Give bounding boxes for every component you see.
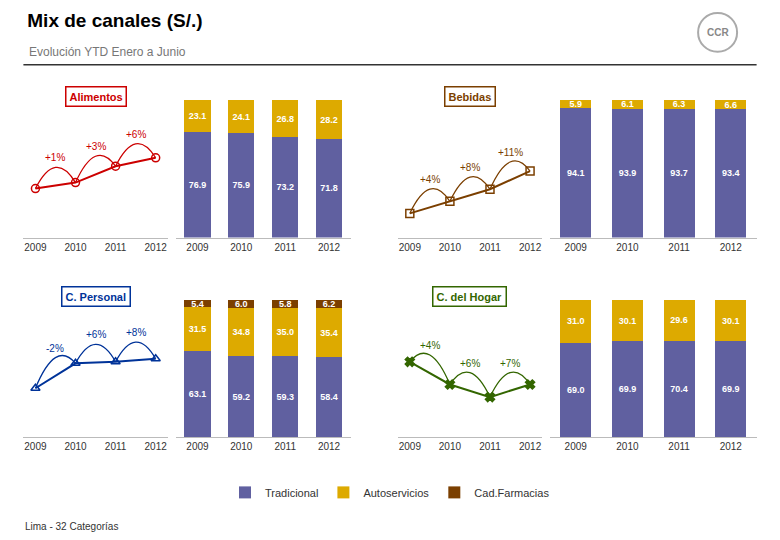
svg-text:69.0: 69.0 <box>567 385 585 395</box>
svg-text:Autoservicios: Autoservicios <box>363 487 429 499</box>
svg-text:2010: 2010 <box>64 242 87 253</box>
svg-text:2010: 2010 <box>439 242 462 253</box>
svg-text:2012: 2012 <box>145 441 168 452</box>
svg-text:+6%: +6% <box>86 329 106 340</box>
svg-text:6.0: 6.0 <box>235 299 248 309</box>
svg-text:2009: 2009 <box>399 242 422 253</box>
svg-text:2010: 2010 <box>616 242 639 253</box>
svg-text:76.9: 76.9 <box>189 180 207 190</box>
svg-text:94.1: 94.1 <box>567 168 585 178</box>
svg-text:+7%: +7% <box>500 358 520 369</box>
svg-text:2012: 2012 <box>318 441 341 452</box>
svg-text:2011: 2011 <box>479 242 501 253</box>
svg-text:2011: 2011 <box>105 441 127 452</box>
svg-text:6.1: 6.1 <box>621 99 634 109</box>
svg-text:5.4: 5.4 <box>191 299 204 309</box>
svg-text:35.4: 35.4 <box>320 328 338 338</box>
svg-text:2012: 2012 <box>318 242 341 253</box>
svg-text:+11%: +11% <box>498 147 523 158</box>
svg-text:93.4: 93.4 <box>722 168 740 178</box>
svg-text:59.3: 59.3 <box>276 392 294 402</box>
svg-text:+6%: +6% <box>460 358 480 369</box>
svg-text:75.9: 75.9 <box>233 180 251 190</box>
svg-text:-2%: -2% <box>46 343 64 354</box>
svg-text:2009: 2009 <box>565 441 588 452</box>
svg-text:34.8: 34.8 <box>233 327 251 337</box>
svg-text:2010: 2010 <box>64 441 87 452</box>
svg-text:63.1: 63.1 <box>189 389 207 399</box>
svg-text:+8%: +8% <box>126 327 146 338</box>
svg-text:2012: 2012 <box>519 242 542 253</box>
svg-text:2012: 2012 <box>720 441 743 452</box>
svg-text:+8%: +8% <box>460 162 480 173</box>
svg-text:71.8: 71.8 <box>320 183 338 193</box>
svg-text:2011: 2011 <box>668 441 690 452</box>
svg-text:5.9: 5.9 <box>569 99 582 109</box>
svg-text:5.8: 5.8 <box>279 299 292 309</box>
svg-text:69.9: 69.9 <box>722 384 740 394</box>
svg-text:2010: 2010 <box>439 441 462 452</box>
svg-text:6.3: 6.3 <box>673 99 686 109</box>
svg-text:73.2: 73.2 <box>276 182 294 192</box>
svg-text:2009: 2009 <box>24 441 47 452</box>
svg-text:C. del Hogar: C. del Hogar <box>437 291 503 303</box>
svg-text:C. Personal: C. Personal <box>66 291 127 303</box>
svg-text:93.7: 93.7 <box>670 168 688 178</box>
svg-text:30.1: 30.1 <box>619 316 637 326</box>
svg-text:2011: 2011 <box>479 441 501 452</box>
svg-text:Cad.Farmacias: Cad.Farmacias <box>474 487 549 499</box>
svg-text:2011: 2011 <box>668 242 690 253</box>
svg-text:6.6: 6.6 <box>725 100 738 110</box>
svg-text:Evolución YTD Enero a Junio: Evolución YTD Enero a Junio <box>29 45 186 59</box>
svg-text:2009: 2009 <box>186 441 209 452</box>
svg-text:2009: 2009 <box>24 242 47 253</box>
svg-text:Mix de canales (S/.): Mix de canales (S/.) <box>27 10 202 31</box>
svg-text:6.2: 6.2 <box>323 299 336 309</box>
svg-text:Tradicional: Tradicional <box>265 487 318 499</box>
svg-text:26.8: 26.8 <box>276 114 294 124</box>
svg-text:28.2: 28.2 <box>320 115 338 125</box>
svg-text:2011: 2011 <box>274 441 296 452</box>
svg-text:58.4: 58.4 <box>320 392 338 402</box>
svg-text:2010: 2010 <box>616 441 639 452</box>
svg-text:2009: 2009 <box>399 441 422 452</box>
svg-text:+3%: +3% <box>86 141 106 152</box>
svg-text:CCR: CCR <box>707 27 729 38</box>
svg-text:24.1: 24.1 <box>233 112 251 122</box>
svg-text:2012: 2012 <box>145 242 168 253</box>
svg-text:2012: 2012 <box>720 242 743 253</box>
svg-text:2011: 2011 <box>105 242 127 253</box>
svg-text:59.2: 59.2 <box>233 392 251 402</box>
svg-text:2010: 2010 <box>230 242 253 253</box>
svg-text:+4%: +4% <box>420 340 440 351</box>
svg-text:29.6: 29.6 <box>670 315 688 325</box>
svg-text:70.4: 70.4 <box>670 384 688 394</box>
svg-text:+1%: +1% <box>45 152 65 163</box>
svg-text:Alimentos: Alimentos <box>70 91 123 103</box>
svg-text:Lima - 32 Categorías: Lima - 32 Categorías <box>25 521 118 532</box>
svg-text:Bebidas: Bebidas <box>449 91 492 103</box>
svg-text:30.1: 30.1 <box>722 316 740 326</box>
svg-text:2012: 2012 <box>519 441 542 452</box>
svg-text:93.9: 93.9 <box>619 168 637 178</box>
svg-text:+6%: +6% <box>126 129 146 140</box>
svg-text:35.0: 35.0 <box>276 327 294 337</box>
svg-text:2009: 2009 <box>565 242 588 253</box>
svg-text:2010: 2010 <box>230 441 253 452</box>
svg-text:69.9: 69.9 <box>619 384 637 394</box>
svg-text:2011: 2011 <box>274 242 296 253</box>
svg-text:31.0: 31.0 <box>567 316 585 326</box>
svg-text:23.1: 23.1 <box>189 111 207 121</box>
svg-text:+4%: +4% <box>420 174 440 185</box>
svg-text:31.5: 31.5 <box>189 324 207 334</box>
svg-text:2009: 2009 <box>186 242 209 253</box>
